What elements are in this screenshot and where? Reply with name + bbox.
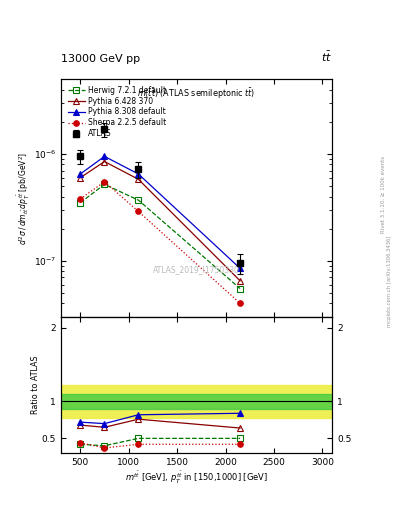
Sherpa 2.2.5 default (78, 196, 83, 202)
Pythia 8.308 default (136, 171, 141, 177)
Y-axis label: $d^2\sigma\,/\,dm_{t\bar{t}}\,dp_T^{t\bar{t}}$ [pb/GeV$^2$]: $d^2\sigma\,/\,dm_{t\bar{t}}\,dp_T^{t\ba… (16, 152, 32, 245)
X-axis label: $m^{t\bar{t}}$ [GeV], $p_T^{t\bar{t}}$ in [150,1000] [GeV]: $m^{t\bar{t}}$ [GeV], $p_T^{t\bar{t}}$ i… (125, 470, 268, 486)
Sherpa 2.2.5 default (102, 179, 107, 185)
Text: mcplots.cern.ch [arXiv:1306.3436]: mcplots.cern.ch [arXiv:1306.3436] (387, 236, 391, 327)
Line: Pythia 8.308 default: Pythia 8.308 default (77, 154, 243, 271)
Sherpa 2.2.5 default (238, 300, 242, 306)
Herwig 7.2.1 default (136, 197, 141, 203)
Sherpa 2.2.5 default (136, 208, 141, 215)
Bar (61, 385, 332, 418)
Text: Rivet 3.1.10, ≥ 100k events: Rivet 3.1.10, ≥ 100k events (381, 156, 386, 233)
Line: Sherpa 2.2.5 default: Sherpa 2.2.5 default (77, 179, 243, 306)
Y-axis label: Ratio to ATLAS: Ratio to ATLAS (31, 355, 40, 414)
Herwig 7.2.1 default (238, 286, 242, 292)
Line: Pythia 6.428 370: Pythia 6.428 370 (77, 159, 243, 284)
Legend: Herwig 7.2.1 default, Pythia 6.428 370, Pythia 8.308 default, Sherpa 2.2.5 defau: Herwig 7.2.1 default, Pythia 6.428 370, … (66, 84, 167, 140)
Pythia 8.308 default (102, 153, 107, 159)
Text: 13000 GeV pp: 13000 GeV pp (61, 54, 140, 64)
Pythia 8.308 default (238, 265, 242, 271)
Text: ATLAS_2019_I1750330: ATLAS_2019_I1750330 (153, 265, 240, 274)
Pythia 6.428 370 (78, 175, 83, 181)
Line: Herwig 7.2.1 default: Herwig 7.2.1 default (77, 182, 243, 291)
Text: $m(t\bar{t})$ (ATLAS semileptonic $t\bar{t}$): $m(t\bar{t})$ (ATLAS semileptonic $t\bar… (138, 87, 255, 101)
Pythia 6.428 370 (238, 278, 242, 284)
Pythia 8.308 default (78, 171, 83, 177)
Herwig 7.2.1 default (78, 200, 83, 206)
Bar (61, 394, 332, 409)
Text: $t\bar{t}$: $t\bar{t}$ (321, 50, 332, 64)
Pythia 6.428 370 (102, 159, 107, 165)
Herwig 7.2.1 default (102, 181, 107, 187)
Pythia 6.428 370 (136, 176, 141, 182)
